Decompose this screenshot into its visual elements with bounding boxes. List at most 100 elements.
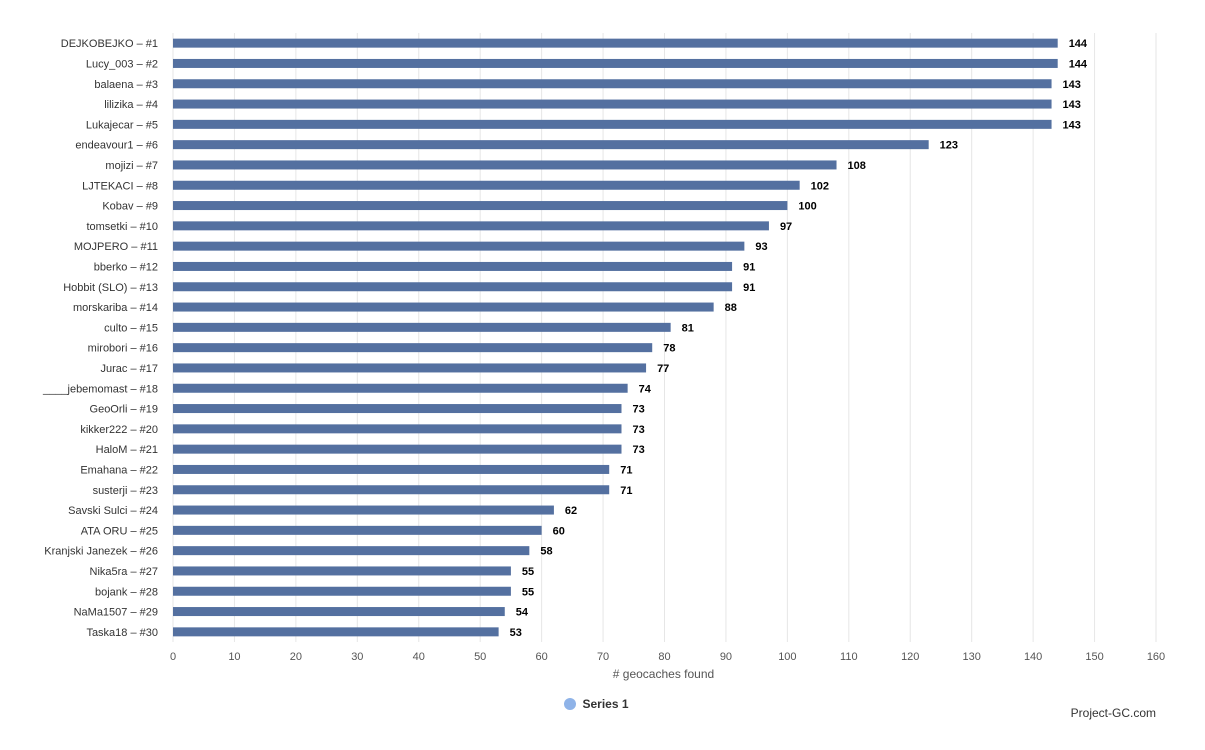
x-tick-label: 20	[290, 651, 302, 663]
x-tick-label: 30	[351, 651, 363, 663]
bar[interactable]	[173, 383, 628, 393]
data-label: 108	[848, 160, 866, 172]
bar[interactable]	[173, 160, 837, 170]
legend-label: Series 1	[582, 697, 629, 711]
credit-link[interactable]: Project-GC.com	[1070, 706, 1156, 720]
x-tick-label: 50	[474, 651, 486, 663]
data-label: 71	[620, 464, 632, 476]
x-tick-label: 60	[536, 651, 548, 663]
x-tick-label: 100	[778, 651, 796, 663]
bar[interactable]	[173, 261, 733, 271]
data-label: 123	[940, 140, 958, 152]
x-tick-label: 110	[840, 651, 858, 663]
bar[interactable]	[173, 343, 653, 353]
category-label: susterji – #23	[93, 485, 158, 497]
bar[interactable]	[173, 485, 610, 495]
bar[interactable]	[173, 566, 511, 576]
bar[interactable]	[173, 119, 1052, 129]
x-tick-label: 80	[658, 651, 670, 663]
data-label: 143	[1063, 119, 1081, 131]
bar[interactable]	[173, 444, 622, 454]
category-label: Nika5ra – #27	[90, 566, 159, 578]
bar[interactable]	[173, 464, 610, 474]
category-label: Hobbit (SLO) – #13	[63, 282, 158, 294]
category-label: Jurac – #17	[101, 363, 158, 375]
grid-lines	[172, 33, 1157, 642]
bar[interactable]	[173, 322, 671, 332]
data-label: 97	[780, 221, 792, 233]
bar[interactable]	[173, 38, 1058, 48]
data-label: 102	[811, 180, 829, 192]
bar[interactable]	[173, 586, 511, 596]
legend-swatch-icon	[564, 698, 577, 710]
data-label: 81	[682, 322, 694, 334]
data-label: 88	[725, 302, 737, 314]
bar-chart: DEJKOBEJKO – #1 Lucy_003 – #2 balaena – #3…	[42, 33, 1165, 681]
x-tick-label: 90	[720, 651, 732, 663]
category-label: DEJKOBEJKO – #1	[61, 38, 158, 50]
legend-item-series-1[interactable]: Series 1	[564, 697, 629, 711]
bar[interactable]	[173, 58, 1058, 68]
x-tick-label: 160	[1147, 651, 1165, 663]
data-label: 143	[1063, 99, 1081, 111]
data-label: 143	[1063, 79, 1081, 91]
bar[interactable]	[173, 180, 800, 190]
category-label: Taska18 – #30	[86, 627, 158, 639]
bars	[173, 38, 1058, 637]
bar[interactable]	[173, 363, 647, 373]
bar[interactable]	[173, 140, 929, 150]
data-label: 93	[755, 241, 767, 253]
data-label: 58	[540, 546, 552, 558]
bar[interactable]	[173, 79, 1052, 89]
bar[interactable]	[173, 627, 499, 637]
data-label: 144	[1069, 38, 1088, 50]
category-labels: DEJKOBEJKO – #1 Lucy_003 – #2 balaena – #3…	[42, 38, 158, 639]
category-label: endeavour1 – #6	[75, 140, 158, 152]
bar[interactable]	[173, 546, 530, 556]
x-tick-label: 0	[170, 651, 176, 663]
category-label: mojizi – #7	[105, 160, 158, 172]
x-tick-label: 10	[228, 651, 240, 663]
data-label: 53	[510, 627, 522, 639]
category-label: Emahana – #22	[80, 464, 158, 476]
category-label: MOJPERO – #11	[74, 241, 158, 253]
bar[interactable]	[173, 404, 622, 414]
category-label: lilizika – #4	[104, 99, 158, 111]
bar[interactable]	[173, 525, 542, 535]
data-label: 144	[1069, 58, 1088, 70]
data-label: 54	[516, 607, 529, 619]
bar[interactable]	[173, 221, 769, 231]
legend: Series 1	[0, 697, 1205, 715]
x-tick-label: 140	[1024, 651, 1042, 663]
category-label: Lukajecar – #5	[86, 119, 158, 131]
bar[interactable]	[173, 99, 1052, 109]
data-label: 91	[743, 261, 755, 273]
x-tick-label: 120	[901, 651, 919, 663]
data-label: 71	[620, 485, 632, 497]
bar[interactable]	[173, 607, 505, 617]
category-label: ATA ORU – #25	[81, 525, 158, 537]
data-label: 60	[553, 525, 565, 537]
category-label: bojank – #28	[95, 586, 158, 598]
bar[interactable]	[173, 201, 788, 211]
data-label: 73	[632, 404, 644, 416]
bar[interactable]	[173, 424, 622, 434]
bar[interactable]	[173, 282, 733, 292]
bar[interactable]	[173, 241, 745, 251]
category-label: HaloM – #21	[96, 444, 158, 456]
data-label: 100	[798, 201, 816, 213]
bar[interactable]	[173, 302, 714, 312]
bar[interactable]	[173, 505, 554, 515]
category-label: culto – #15	[104, 322, 158, 334]
data-labels: 1441441431431431231081021009793919188817…	[510, 38, 1088, 639]
x-tick-label: 130	[963, 651, 981, 663]
data-label: 62	[565, 505, 577, 517]
data-label: 55	[522, 566, 534, 578]
x-tick-label: 40	[413, 651, 425, 663]
category-label: ____jebemomast – #18	[42, 383, 158, 395]
data-label: 74	[639, 383, 652, 395]
category-label: bberko – #12	[94, 261, 158, 273]
data-label: 78	[663, 343, 675, 355]
category-label: mirobori – #16	[88, 343, 158, 355]
category-label: tomsetki – #10	[86, 221, 158, 233]
